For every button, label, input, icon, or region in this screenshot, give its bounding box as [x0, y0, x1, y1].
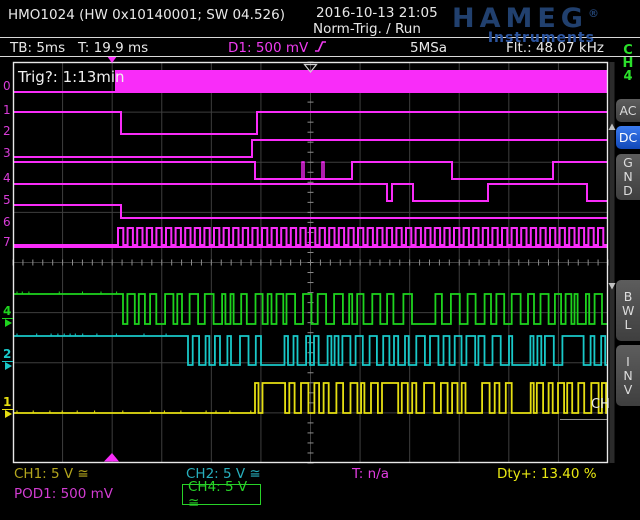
analog-marker-label: 1: [2, 395, 14, 410]
channel-position-arrow-icon: [5, 362, 12, 370]
digital-trace-d4: [13, 183, 607, 202]
analog-trace-ch1: [13, 382, 607, 414]
scrollbar-down-arrow[interactable]: [608, 283, 616, 290]
time-readout: T: 19.9 ms: [78, 40, 149, 56]
header-divider: [0, 37, 640, 38]
ch1-readout: CH1: 5 V ≅: [14, 466, 89, 482]
analog-marker-label: 4: [2, 304, 14, 319]
datetime-label: 2016-10-13 21:05: [316, 5, 438, 21]
invert-button[interactable]: INV: [616, 345, 640, 406]
statusbar-divider: [0, 56, 640, 57]
coupling-gnd-button[interactable]: GND: [616, 154, 640, 200]
trigger-source-readout: D1: 500 mV: [228, 40, 327, 56]
digital-label-d0: 0: [3, 79, 11, 93]
filter-readout: Flt.: 48.07 kHz: [506, 40, 604, 56]
digital-label-d1: 1: [3, 103, 11, 117]
trigger-level-marker[interactable]: [104, 453, 119, 462]
ac-button-label: AC: [619, 103, 637, 118]
device-model-label: HMO1024 (HW 0x10140001; SW 04.526): [8, 7, 285, 23]
digital-label-d3: 3: [3, 146, 11, 160]
digital-label-d2: 2: [3, 124, 11, 138]
digital-trace-d3: [13, 161, 607, 180]
digital-trace-d1: [13, 111, 607, 135]
analog-marker-ch1[interactable]: 1: [2, 395, 14, 418]
hameg-logo: HAMEG® Instruments: [452, 1, 599, 46]
trigger-source-text: D1: 500 mV: [228, 40, 309, 56]
trigger-time-marker[interactable]: [107, 56, 117, 63]
rising-edge-icon: [315, 41, 327, 52]
channel-position-arrow-icon: [5, 319, 12, 327]
coupling-ac-button[interactable]: AC: [616, 99, 640, 122]
registered-mark: ®: [587, 7, 599, 20]
coupling-dc-button[interactable]: DC: [616, 126, 640, 149]
plot-border: [12, 61, 609, 464]
analog-marker-label: 2: [2, 347, 14, 362]
digital-trace-d2: [13, 139, 607, 158]
gnd-button-label: GND: [623, 155, 633, 198]
analog-trace-ch4: [13, 291, 607, 325]
inv-button-label: INV: [623, 353, 633, 397]
time-measure-readout: T: n/a: [352, 466, 389, 482]
pod1-readout: POD1: 500 mV: [14, 486, 114, 502]
dc-button-label: DC: [618, 130, 638, 145]
digital-label-d5: 5: [3, 193, 11, 207]
analog-trace-ch2: [13, 333, 607, 366]
digital-label-d4: 4: [3, 171, 11, 185]
digital-trace-d5: [13, 204, 607, 219]
digital-label-d7: 7: [3, 235, 11, 249]
channel-position-arrow-icon: [5, 410, 12, 418]
timebase-readout: TB: 5ms: [10, 40, 66, 56]
analog-marker-ch2[interactable]: 2: [2, 347, 14, 370]
brand-subtitle: Instruments: [487, 30, 595, 46]
digital-trace-d6: [13, 227, 607, 246]
digital-label-d6: 6: [3, 215, 11, 229]
ch2-readout: CH2: 5 V ≅: [186, 466, 261, 482]
sidebar-channel-title: CH4: [622, 43, 634, 84]
digital-trace-d0: [13, 70, 607, 93]
ch4-readout-selected: CH4: 5 V ≅: [182, 479, 261, 511]
trigger-mode-label: Norm-Trig. / Run: [313, 21, 421, 37]
scrollbar-up-arrow[interactable]: [608, 123, 616, 131]
ch4-readout-text: CH4: 5 V ≅: [188, 478, 248, 511]
channel-popup-label: CH: [591, 397, 610, 412]
brand-name: HAMEG: [452, 3, 588, 34]
duty-cycle-readout: Dty+: 13.40 %: [497, 466, 597, 482]
sample-rate-readout: 5MSa: [410, 40, 448, 56]
bandwidth-limit-button[interactable]: BWL: [616, 280, 640, 341]
bwl-button-label: BWL: [622, 288, 635, 332]
digital-pod-scrollbar[interactable]: [608, 62, 616, 463]
trigger-status-overlay: Trig?: 1:13min: [18, 68, 125, 86]
center-position-marker[interactable]: [303, 63, 318, 73]
analog-marker-ch4[interactable]: 4: [2, 304, 14, 327]
